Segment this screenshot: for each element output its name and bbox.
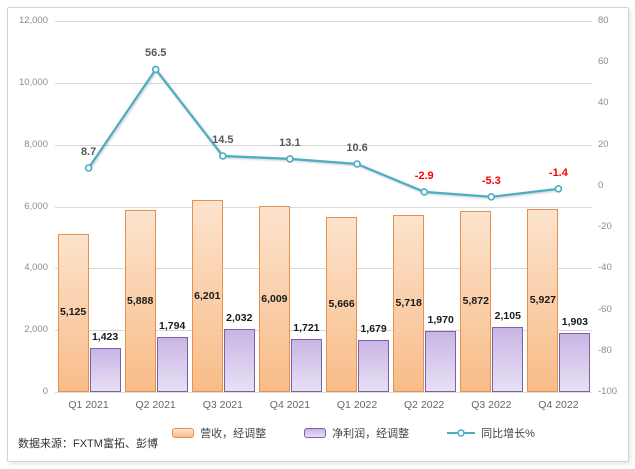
right-axis-tick-label: -100 [598,386,618,397]
right-axis-tick-label: 0 [598,179,604,191]
left-axis-tick-label: 6,000 [24,200,48,212]
net-profit-bar-label: 2,032 [226,312,253,325]
legend-item-net_profit: 净利润，经调整 [304,425,409,441]
legend-swatch-yoy_growth [447,429,476,437]
legend-swatch-revenue [172,428,195,438]
growth-point-marker [219,152,227,160]
revenue-bar [57,233,89,392]
growth-point-marker [286,155,294,163]
net-profit-bar [156,336,188,392]
right-axis-tick-label: 60 [598,56,609,68]
revenue-bar [258,206,290,392]
gridline [55,268,592,270]
revenue-bar-label: 5,666 [328,297,355,310]
net-profit-bar [223,329,255,392]
legend-swatch-net_profit [304,428,327,438]
growth-point-label: -2.9 [414,169,434,182]
x-axis-tick-label: Q1 2022 [336,399,378,411]
right-axis-tick-label: -40 [598,262,612,274]
growth-point-marker [420,188,429,196]
growth-point-marker [487,193,496,201]
growth-point-label: 10.6 [346,142,368,154]
growth-point-label: -5.3 [481,174,501,187]
legend: 营收，经调整 净利润，经调整 同比增长% [36,423,635,443]
net-profit-bar-label: 1,903 [561,316,589,329]
growth-point-marker [151,65,160,74]
revenue-bar [326,216,358,392]
legend-label-yoy_growth: 同比增长% [481,428,535,440]
legend-label-net_profit: 净利润，经调整 [332,428,410,440]
right-axis-tick-label: -20 [598,221,612,233]
net-profit-bar-label: 1,970 [427,314,454,327]
revenue-bar [124,210,156,392]
right-axis-tick-label: 80 [598,15,609,26]
revenue-bar-label: 5,125 [59,306,87,319]
growth-point-label: 14.5 [212,134,234,146]
x-axis-tick-label: Q2 2021 [135,399,176,411]
growth-point-label: -1.4 [548,166,568,179]
x-axis-tick-label: Q4 2022 [538,399,579,411]
net-profit-bar [89,348,121,392]
net-profit-bar [358,340,390,392]
gridline [55,206,592,208]
growth-point-label: 13.1 [279,136,301,149]
net-profit-bar-label: 1,423 [91,331,119,343]
right-axis-tick-label: -80 [598,344,612,356]
revenue-bar [460,210,492,392]
x-axis-tick-label: Q1 2021 [68,399,109,411]
x-axis-tick-label: Q3 2022 [471,399,512,411]
left-axis-tick-label: 8,000 [24,138,48,150]
revenue-bar-label: 5,888 [127,294,154,307]
right-axis-tick-label: 40 [598,97,609,109]
x-axis-tick-label: Q2 2022 [403,399,445,411]
growth-line [87,68,559,198]
growth-point-label: 56.5 [144,47,167,60]
x-axis-tick-label: Q4 2021 [269,399,311,411]
source-note: 数据来源：FXTM富拓、彭博 [18,438,158,450]
right-axis-tick-label: -60 [598,303,612,315]
net-profit-bar-label: 1,679 [360,323,387,336]
legend-label-revenue: 营收，经调整 [200,428,267,440]
left-axis-tick-label: 10,000 [18,76,48,88]
revenue-bar [393,215,425,392]
legend-item-revenue: 营收，经调整 [172,425,266,441]
net-profit-bar-label: 2,105 [494,309,521,322]
gridline [55,392,592,393]
growth-point-marker [554,185,563,193]
revenue-bar-label: 5,872 [462,294,489,307]
net-profit-bar-label: 1,794 [159,319,186,332]
net-profit-bar [290,338,322,392]
gridline [55,82,592,84]
net-profit-bar [425,331,457,392]
left-axis-tick-label: 2,000 [24,324,48,336]
gridline [55,144,592,146]
revenue-bar [191,200,223,392]
revenue-bar [527,208,559,392]
net-profit-bar [559,333,591,392]
growth-point-marker [353,160,361,168]
left-axis-tick-label: 0 [42,386,48,397]
gridline [55,330,592,332]
revenue-bar-label: 5,718 [395,297,422,310]
gridline [55,21,592,22]
left-axis-tick-label: 4,000 [24,262,48,274]
net-profit-bar-label: 1,721 [293,321,320,334]
net-profit-bar [492,326,524,392]
growth-point-label: 8.7 [80,146,97,158]
revenue-bar-label: 6,201 [194,289,221,302]
growth-point-marker [84,164,93,172]
legend-item-yoy_growth: 同比增长% [447,425,535,441]
left-axis-tick-label: 12,000 [18,15,48,26]
revenue-bar-label: 6,009 [261,292,288,305]
right-axis-tick-label: 20 [598,138,609,150]
revenue-bar-label: 5,927 [529,293,557,306]
x-axis-tick-label: Q3 2021 [202,399,243,411]
